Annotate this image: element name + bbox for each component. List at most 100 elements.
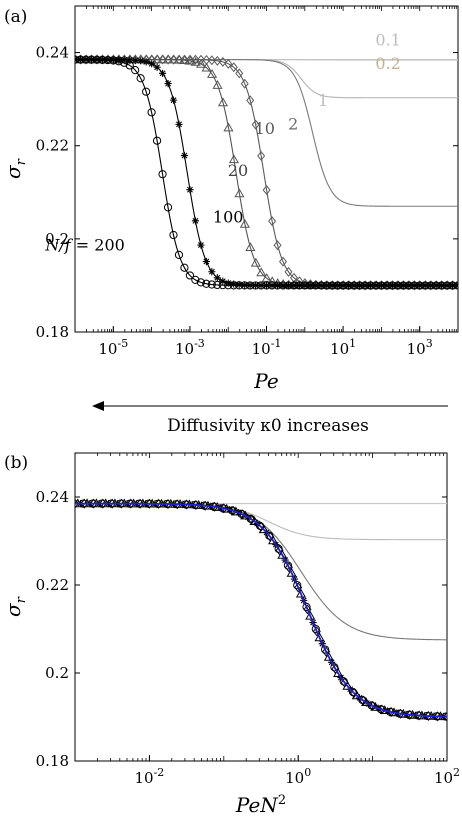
data-point	[268, 216, 277, 227]
data-point	[246, 95, 255, 106]
x-tick-label-exp: 3	[426, 337, 433, 350]
curve-label: 2	[288, 114, 298, 133]
data-point	[410, 281, 419, 290]
x-axis-label: PeN2	[235, 793, 286, 817]
data-point	[448, 281, 457, 290]
x-tick-label-base: 10	[434, 769, 453, 787]
series-line	[75, 59, 458, 286]
data-point	[157, 54, 168, 64]
x-tick-label: 102	[434, 766, 460, 787]
curve-label: 0.2	[375, 54, 400, 73]
y-tick-label: 0.24	[36, 488, 69, 506]
data-point	[191, 217, 200, 225]
data-point	[245, 281, 255, 290]
x-axis-label: Pe	[253, 369, 278, 393]
data-point	[442, 281, 452, 290]
data-point	[239, 218, 250, 228]
data-point	[415, 281, 424, 290]
data-point	[360, 281, 370, 290]
data-point	[278, 281, 288, 290]
data-point	[234, 188, 245, 198]
series-line	[75, 59, 458, 286]
series-line	[75, 503, 447, 641]
data-point	[191, 275, 200, 284]
data-point	[182, 499, 191, 510]
x-tick-label: 10-2	[134, 766, 164, 787]
data-point	[293, 581, 302, 590]
data-point	[126, 56, 134, 64]
data-point	[180, 151, 189, 160]
data-point	[295, 588, 307, 598]
data-point	[202, 279, 211, 288]
curve-labels: 0.1 0.2 1 2 10 20 100 N/f = 200	[44, 31, 400, 255]
data-point	[306, 281, 315, 290]
x-tick-label-exp: -3	[194, 337, 205, 350]
data-point	[131, 56, 139, 64]
data-point	[284, 266, 293, 277]
data-point	[230, 280, 238, 288]
data-point	[388, 281, 397, 290]
data-point	[344, 281, 353, 290]
data-point	[235, 68, 244, 79]
data-point	[382, 281, 391, 290]
arrow-head	[92, 401, 104, 411]
data-point	[240, 281, 249, 290]
curve-label: 0.1	[375, 31, 400, 50]
data-point	[164, 80, 172, 88]
data-point	[98, 55, 107, 64]
data-point	[109, 56, 117, 64]
series-line	[75, 59, 458, 286]
y-axis-label-base: σ	[1, 164, 25, 179]
data-point	[355, 281, 364, 290]
data-point	[92, 55, 101, 64]
data-point	[213, 274, 221, 282]
data-point	[235, 281, 243, 289]
data-point	[186, 186, 194, 194]
data-point	[109, 56, 118, 65]
arrow-text: Diffusivity κ0 increases	[167, 416, 369, 436]
data-point	[87, 55, 96, 64]
panel-label: (b)	[4, 453, 28, 473]
data-point	[404, 281, 413, 290]
curves	[75, 54, 458, 291]
series-100	[75, 55, 458, 290]
data-point	[277, 549, 288, 559]
data-point	[405, 709, 414, 720]
x-tick-label-exp: -5	[117, 337, 128, 350]
x-axis-label-base: PeN	[235, 793, 279, 817]
data-point	[218, 281, 227, 290]
data-point	[421, 281, 430, 290]
data-point	[201, 500, 210, 511]
data-point	[305, 610, 316, 620]
data-point	[196, 278, 205, 287]
data-point	[213, 280, 222, 290]
x-tick-label: 100	[285, 766, 311, 787]
data-point	[168, 54, 179, 64]
data-point	[224, 281, 233, 290]
data-point	[152, 54, 163, 64]
data-point	[185, 271, 194, 280]
curve-label: 100	[213, 208, 244, 227]
data-point	[250, 257, 261, 267]
y-axis-label-sub: r	[14, 158, 29, 165]
data-point	[158, 69, 167, 77]
y-axis-label-sub: r	[14, 596, 29, 603]
data-point	[437, 281, 446, 290]
data-point	[152, 136, 162, 145]
data-point	[213, 55, 222, 66]
data-point	[295, 281, 304, 290]
data-point	[169, 230, 178, 240]
data-point	[196, 58, 207, 68]
x-tick-label-base: 10	[98, 340, 117, 358]
data-point	[351, 690, 362, 700]
data-point	[154, 498, 163, 509]
series-fit	[75, 502, 447, 718]
data-point	[251, 281, 260, 290]
data-point	[366, 281, 375, 290]
data-point	[267, 281, 277, 290]
